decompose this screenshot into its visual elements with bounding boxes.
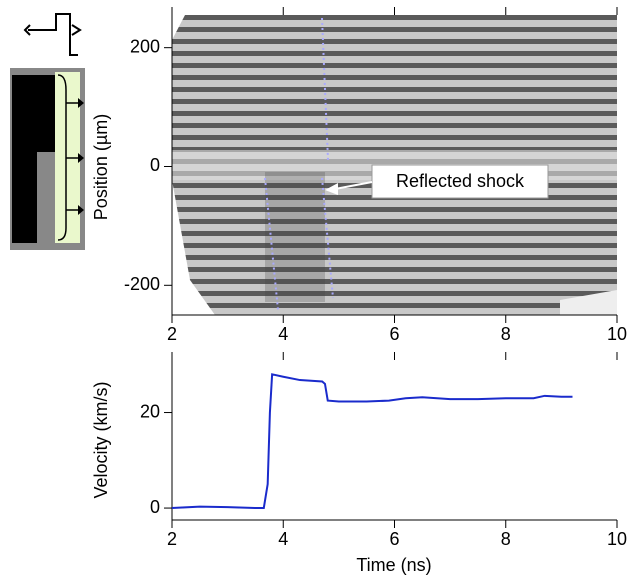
x-tick-label: 8 xyxy=(501,324,511,344)
x-tick-label: 6 xyxy=(389,529,399,549)
x-tick-label: 2 xyxy=(167,324,177,344)
target-schematic xyxy=(10,13,85,250)
x-tick-label: 6 xyxy=(389,324,399,344)
x-axis-label: Time (ns) xyxy=(356,555,431,575)
y-axis-label: Velocity (km/s) xyxy=(91,381,111,498)
x-tick-label: 4 xyxy=(278,324,288,344)
y-tick-label: 20 xyxy=(140,401,160,421)
x-tick-label: 10 xyxy=(607,529,627,549)
y-tick-label: -200 xyxy=(124,274,160,294)
line-series xyxy=(171,373,573,510)
x-tick-label: 2 xyxy=(167,529,177,549)
annotation-text: Reflected shock xyxy=(396,171,525,191)
x-tick-label: 8 xyxy=(501,529,511,549)
y-tick-label: 0 xyxy=(150,497,160,517)
x-tick-label: 10 xyxy=(607,324,627,344)
annotation: Reflected shock xyxy=(325,164,549,199)
x-tick-label: 4 xyxy=(278,529,288,549)
y-tick-label: 200 xyxy=(130,36,160,56)
y-tick-label: 0 xyxy=(150,155,160,175)
y-axis-label: Position (µm) xyxy=(91,114,111,220)
